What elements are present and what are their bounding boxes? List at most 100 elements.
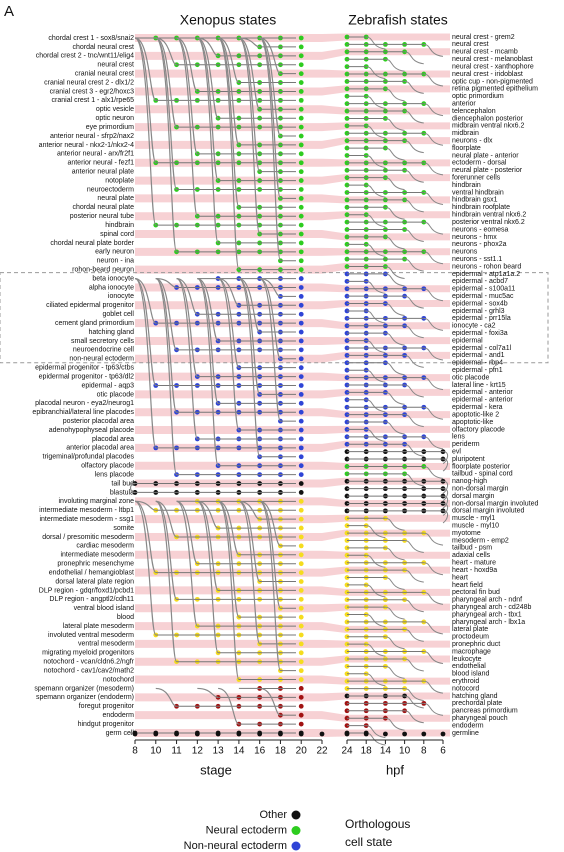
lineage-link (385, 636, 405, 650)
xenopus-state-label: chordal neural crest (73, 44, 135, 51)
state-dot (298, 240, 304, 246)
lineage-link (197, 277, 219, 342)
zebrafish-state-label: lens (452, 434, 465, 441)
lineage-link (238, 277, 261, 396)
state-dot (298, 579, 304, 584)
xenopus-state-label: hatching gland (88, 329, 134, 336)
xenopus-state-label: cranial crest 3 - egr2/hoxc3 (50, 88, 135, 95)
lineage-link (404, 295, 424, 309)
lineage-link (176, 277, 198, 378)
zebrafish-state-label: nanog-high (452, 478, 487, 485)
xenopus-state-label: optic vesicle (96, 106, 134, 113)
xenopus-state-label: pronephric mesenchyme (57, 561, 134, 568)
xenopus-state-label: chordal neural plate border (50, 240, 134, 247)
lineage-link (259, 500, 282, 609)
zebrafish-state-label: neurons (452, 249, 478, 256)
lineage-link (134, 37, 157, 226)
lineage-link (385, 547, 405, 561)
x-tick-label: 18 (361, 746, 373, 757)
xenopus-state-label: neural plate (97, 195, 134, 202)
lineage-link (423, 317, 444, 331)
zebrafish-state-label: pharyngeal arch - ndnf (452, 597, 522, 604)
state-dot (298, 124, 304, 130)
zebrafish-state-label: apoptotic-like 2 (452, 411, 499, 418)
xenopus-state-label: cranial neural crest 2 - dlx1/2 (44, 79, 134, 86)
lineage-link (238, 500, 260, 520)
state-dot (298, 44, 304, 50)
lineage-link (366, 554, 386, 568)
lineage-link (238, 500, 261, 583)
state-dot (298, 614, 304, 620)
zebrafish-state-label: neurons - dlx (452, 138, 493, 145)
legend-note: Orthologous cell state (345, 817, 410, 849)
x-tick-label: 6 (440, 746, 446, 757)
zebrafish-state-label: heart - mature (452, 560, 496, 567)
state-dot (298, 383, 304, 388)
lineage-link (423, 347, 444, 361)
lineage-link (176, 500, 198, 565)
state-dot (298, 543, 304, 549)
lineage-link (385, 236, 405, 250)
xenopus-state-label: ciliated epidermal progenitor (46, 302, 135, 309)
xenopus-state-label: chordal crest 2 - tnc/wnt11/elig4 (36, 53, 134, 60)
axis-dot (132, 731, 138, 737)
zebrafish-state-label: diencephalon posterior (452, 115, 523, 122)
zebrafish-state-label: tailbud - psm (452, 545, 492, 552)
zebrafish-state-label: midbrain (452, 130, 479, 137)
state-dot (298, 338, 304, 344)
lineage-link (259, 37, 282, 262)
zebrafish-state-label: muscle - myl1 (452, 515, 495, 522)
lineage-link (196, 37, 219, 244)
lineage-link (385, 362, 405, 376)
lineage-link (134, 277, 157, 387)
zebrafish-axis-label: hpf (386, 762, 404, 777)
state-dot (298, 490, 304, 495)
axis-dot (383, 731, 388, 737)
zebrafish-state-label: germline (452, 730, 479, 737)
state-dot (298, 222, 304, 228)
lineage-link (155, 687, 177, 707)
state-dot (298, 445, 304, 451)
xenopus-state-label: anterior neural plate (72, 168, 134, 175)
axis-dot (153, 731, 159, 737)
state-dot (298, 249, 304, 255)
zebrafish-state-label: notocord (452, 685, 479, 692)
axis-dot (257, 731, 263, 737)
state-dot (298, 356, 304, 362)
x-tick-label: 11 (171, 746, 182, 757)
lineage-link (404, 688, 424, 702)
state-dot (298, 623, 304, 629)
state-dot (298, 142, 304, 148)
xenopus-state-label: cranial crest 1 - alx1/rpe65 (52, 97, 135, 104)
lineage-link (196, 37, 219, 182)
state-dot (298, 71, 304, 77)
lineage-link (423, 436, 444, 450)
xenopus-state-label: spemann organizer (mesoderm) (34, 685, 134, 692)
lineage-link (366, 214, 386, 228)
state-dot (298, 650, 304, 656)
xenopus-state-label: cardiac mesoderm (76, 543, 134, 550)
lineage-link (238, 37, 261, 110)
lineage-link (423, 562, 444, 576)
zebrafish-state-label: optic primordium (452, 93, 504, 100)
x-tick-label: 10 (150, 746, 162, 757)
lineage-link (423, 406, 444, 420)
state-dot (298, 133, 304, 139)
axis-dot (298, 731, 304, 737)
lineage-link (259, 500, 282, 547)
lineage-link (238, 277, 261, 458)
lineage-link (404, 414, 424, 428)
zebrafish-state-label: epidermal - sox4b (452, 300, 508, 307)
zebrafish-state-label: hindbrain roofplate (452, 204, 510, 211)
lineage-link (385, 717, 405, 731)
xenopus-state-label: dorsal / presomitic mesoderm (42, 534, 134, 541)
zebrafish-state-label: epidermal - acbd7 (452, 278, 508, 285)
ortholog-band (135, 319, 450, 330)
xenopus-state-label: posterior neural tube (70, 213, 134, 220)
lines (129, 36, 449, 746)
lineage-link (238, 277, 261, 333)
lineage-link (423, 621, 444, 635)
xenopus-state-label: chordal crest 1 - sox8/snai2 (48, 35, 134, 42)
xenopus-state-label: neuroendocrine cell (73, 347, 135, 354)
zebrafish-state-label: hindbrain ventral nkx6.2 (452, 212, 526, 219)
